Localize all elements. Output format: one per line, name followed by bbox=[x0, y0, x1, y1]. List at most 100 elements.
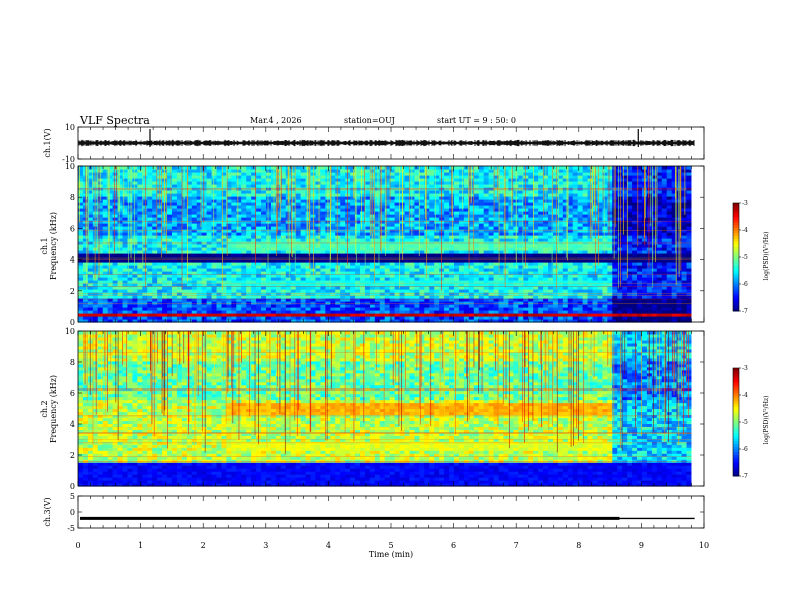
spectrogram-cell bbox=[152, 208, 158, 212]
spectrogram-cell bbox=[305, 250, 312, 254]
spectrogram-cell bbox=[320, 244, 326, 248]
spectrogram-cell bbox=[82, 316, 89, 320]
spectrogram-cell bbox=[310, 286, 317, 290]
spectrogram-cell bbox=[236, 235, 242, 239]
spectrogram-cell bbox=[92, 214, 99, 218]
spectrogram-cell bbox=[305, 262, 312, 266]
ch1-waveform-panel: 10-10 bbox=[62, 123, 705, 164]
spectrogram-cell bbox=[211, 229, 218, 233]
spectrogram-cell bbox=[112, 193, 119, 197]
spectrogram-cell bbox=[216, 274, 223, 278]
spectrogram-cell bbox=[226, 190, 232, 194]
spectrogram-cell bbox=[419, 253, 425, 257]
spectrogram-cell bbox=[315, 190, 322, 194]
spectrogram-cell bbox=[330, 244, 336, 248]
spectrogram-cell bbox=[305, 187, 312, 191]
spectrogram-cell bbox=[137, 262, 143, 266]
spectrogram-cell bbox=[241, 175, 247, 179]
spectrogram-cell bbox=[87, 211, 94, 215]
spectrogram-cell bbox=[424, 265, 430, 269]
spectrogram-cell bbox=[345, 199, 351, 203]
spectrogram-cell bbox=[310, 295, 317, 299]
spectrogram-cell bbox=[142, 211, 148, 215]
spectrogram-cell bbox=[256, 184, 262, 188]
spectrogram-cell bbox=[196, 286, 203, 290]
spectrogram-cell bbox=[102, 226, 109, 230]
spectrogram-cell bbox=[241, 187, 247, 191]
spectrogram-cell bbox=[181, 247, 188, 251]
spectrogram-cell bbox=[325, 277, 331, 281]
spectrogram-cell bbox=[364, 199, 371, 203]
spectrogram-cell bbox=[409, 259, 416, 263]
spectrogram-cell bbox=[201, 214, 208, 218]
spectrogram-cell bbox=[429, 184, 435, 188]
spectrogram-cell bbox=[429, 310, 435, 314]
spectrogram-cell bbox=[172, 262, 178, 266]
spectrogram-cell bbox=[266, 190, 272, 194]
spectrogram-cell bbox=[246, 235, 252, 239]
spectrogram-cell bbox=[147, 280, 153, 284]
spectrogram-cell bbox=[162, 232, 168, 236]
spectrogram-cell bbox=[290, 214, 297, 218]
spectrogram-cell bbox=[320, 190, 326, 194]
spectrogram-cell bbox=[97, 202, 104, 206]
spectrogram-cell bbox=[275, 277, 282, 281]
spectrogram-cell bbox=[414, 310, 420, 314]
spectrogram-cell bbox=[256, 214, 262, 218]
spectrogram-cell bbox=[241, 250, 247, 254]
spectrogram-cell bbox=[345, 295, 351, 299]
spectrogram-cell bbox=[176, 316, 183, 320]
spectrogram-cell bbox=[419, 262, 425, 266]
spectrogram-cell bbox=[231, 265, 237, 269]
spectrogram-cell bbox=[246, 280, 252, 284]
spectrogram-cell bbox=[127, 190, 134, 194]
spectrogram-cell bbox=[409, 172, 416, 176]
spectrogram-cell bbox=[364, 202, 371, 206]
spectrogram-cell bbox=[122, 214, 129, 218]
spectrogram-cell bbox=[226, 187, 232, 191]
spectrogram-cell bbox=[350, 265, 356, 269]
spectrogram-cell bbox=[364, 289, 371, 293]
spectrogram-cell bbox=[251, 274, 257, 278]
spectrogram-cell bbox=[117, 262, 124, 266]
spectrogram-cell bbox=[117, 178, 124, 182]
spectrogram-cell bbox=[295, 265, 302, 269]
spectrogram-cell bbox=[256, 253, 262, 257]
spectrogram-cell bbox=[360, 268, 366, 272]
spectrogram-cell bbox=[221, 295, 228, 299]
spectrogram-cell bbox=[196, 238, 203, 242]
spectrogram-cell bbox=[414, 214, 420, 218]
spectrogram-cell bbox=[102, 286, 109, 290]
spectrogram-cell bbox=[355, 214, 361, 218]
spectrogram-cell bbox=[340, 313, 346, 317]
spectrogram-cell bbox=[305, 295, 312, 299]
spectrogram-cell bbox=[127, 211, 134, 215]
spectrogram-cell bbox=[137, 247, 143, 251]
spectrogram-cell bbox=[246, 295, 252, 299]
spectrogram-cell bbox=[176, 229, 183, 233]
spectrogram-cell bbox=[78, 235, 84, 239]
spectrogram-cell bbox=[186, 220, 193, 224]
spectrogram-cell bbox=[364, 208, 371, 212]
spectrogram-cell bbox=[266, 244, 272, 248]
spectrogram-cell bbox=[107, 169, 114, 173]
spectrogram-cell bbox=[266, 268, 272, 272]
spectrogram-cell bbox=[315, 277, 322, 281]
spectrogram-cell bbox=[266, 295, 272, 299]
spectrogram-cell bbox=[122, 220, 129, 224]
spectrogram-cell bbox=[137, 253, 143, 257]
spectrogram-cell bbox=[186, 178, 193, 182]
spectrogram-cell bbox=[92, 247, 99, 251]
spectrogram-cell bbox=[419, 202, 425, 206]
spectrogram-cell bbox=[117, 313, 124, 317]
spectrogram-cell bbox=[280, 223, 287, 227]
spectrogram-cell bbox=[186, 208, 193, 212]
spectrogram-cell bbox=[92, 307, 99, 311]
spectrogram-cell bbox=[360, 190, 366, 194]
spectrogram-cell bbox=[176, 301, 183, 305]
spectrogram-cell bbox=[280, 316, 287, 320]
spectrogram-cell bbox=[419, 319, 425, 323]
spectrogram-cell bbox=[270, 232, 277, 236]
spectrogram-cell bbox=[360, 217, 366, 221]
spectrogram-cell bbox=[201, 298, 208, 302]
